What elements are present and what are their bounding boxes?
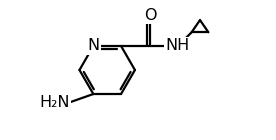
Text: N: N [87,38,99,53]
Text: H₂N: H₂N [39,95,70,110]
Text: NH: NH [166,38,190,53]
Text: O: O [144,8,156,23]
